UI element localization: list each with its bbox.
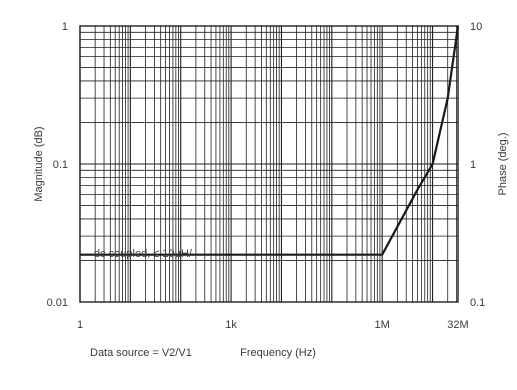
chart-annotation: dc coupled, ≤ 10μH/ <box>94 248 193 260</box>
series-line <box>80 25 460 256</box>
tick-labels: 1 1k 1M 32M 0.01 0.1 1 0.1 1 10 <box>47 21 486 331</box>
y-tick-label: 0.01 <box>47 297 68 309</box>
y2-axis-label: Phase (deg.) <box>497 133 509 196</box>
grid-layer <box>79 25 459 303</box>
x-tick-label: 1M <box>375 319 390 331</box>
y2-tick-label: 1 <box>470 159 476 171</box>
x-tick-label: 1k <box>225 319 237 331</box>
x-axis-label: Frequency (Hz) <box>240 347 316 359</box>
x-tick-label: 1 <box>77 319 83 331</box>
y2-tick-label: 10 <box>470 21 482 33</box>
y-tick-label: 1 <box>62 21 68 33</box>
y-axis-label: Magnitude (dB) <box>33 126 45 201</box>
x-tick-label: 32M <box>447 319 468 331</box>
series-layer <box>80 25 460 256</box>
y2-tick-label: 0.1 <box>470 297 485 309</box>
y-tick-label: 0.1 <box>53 159 68 171</box>
footer-note: Data source = V2/V1 <box>90 347 192 359</box>
